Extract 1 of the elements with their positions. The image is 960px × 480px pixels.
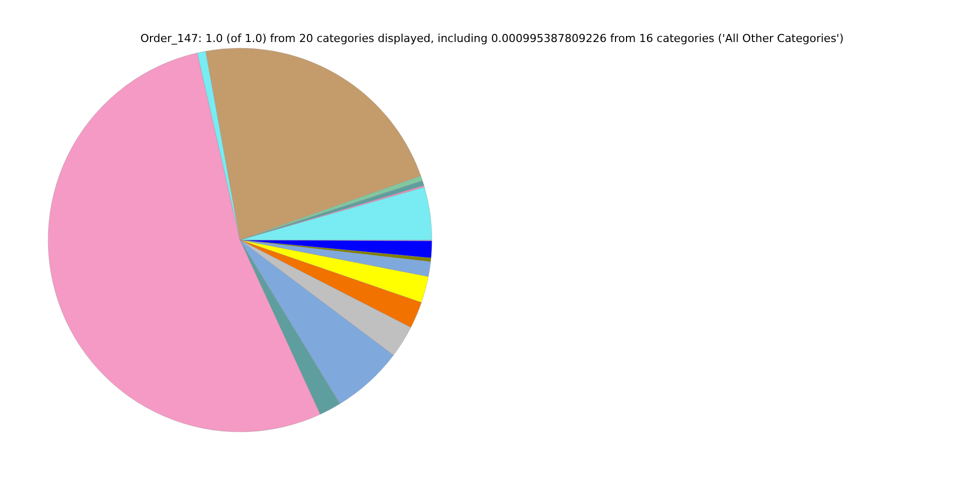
text: Order_147: 1.0 (of 1.0) from 20 categories displayed, including 0.000995387809226 from 16 categories ('All Other Categories'): [139, 32, 845, 45]
